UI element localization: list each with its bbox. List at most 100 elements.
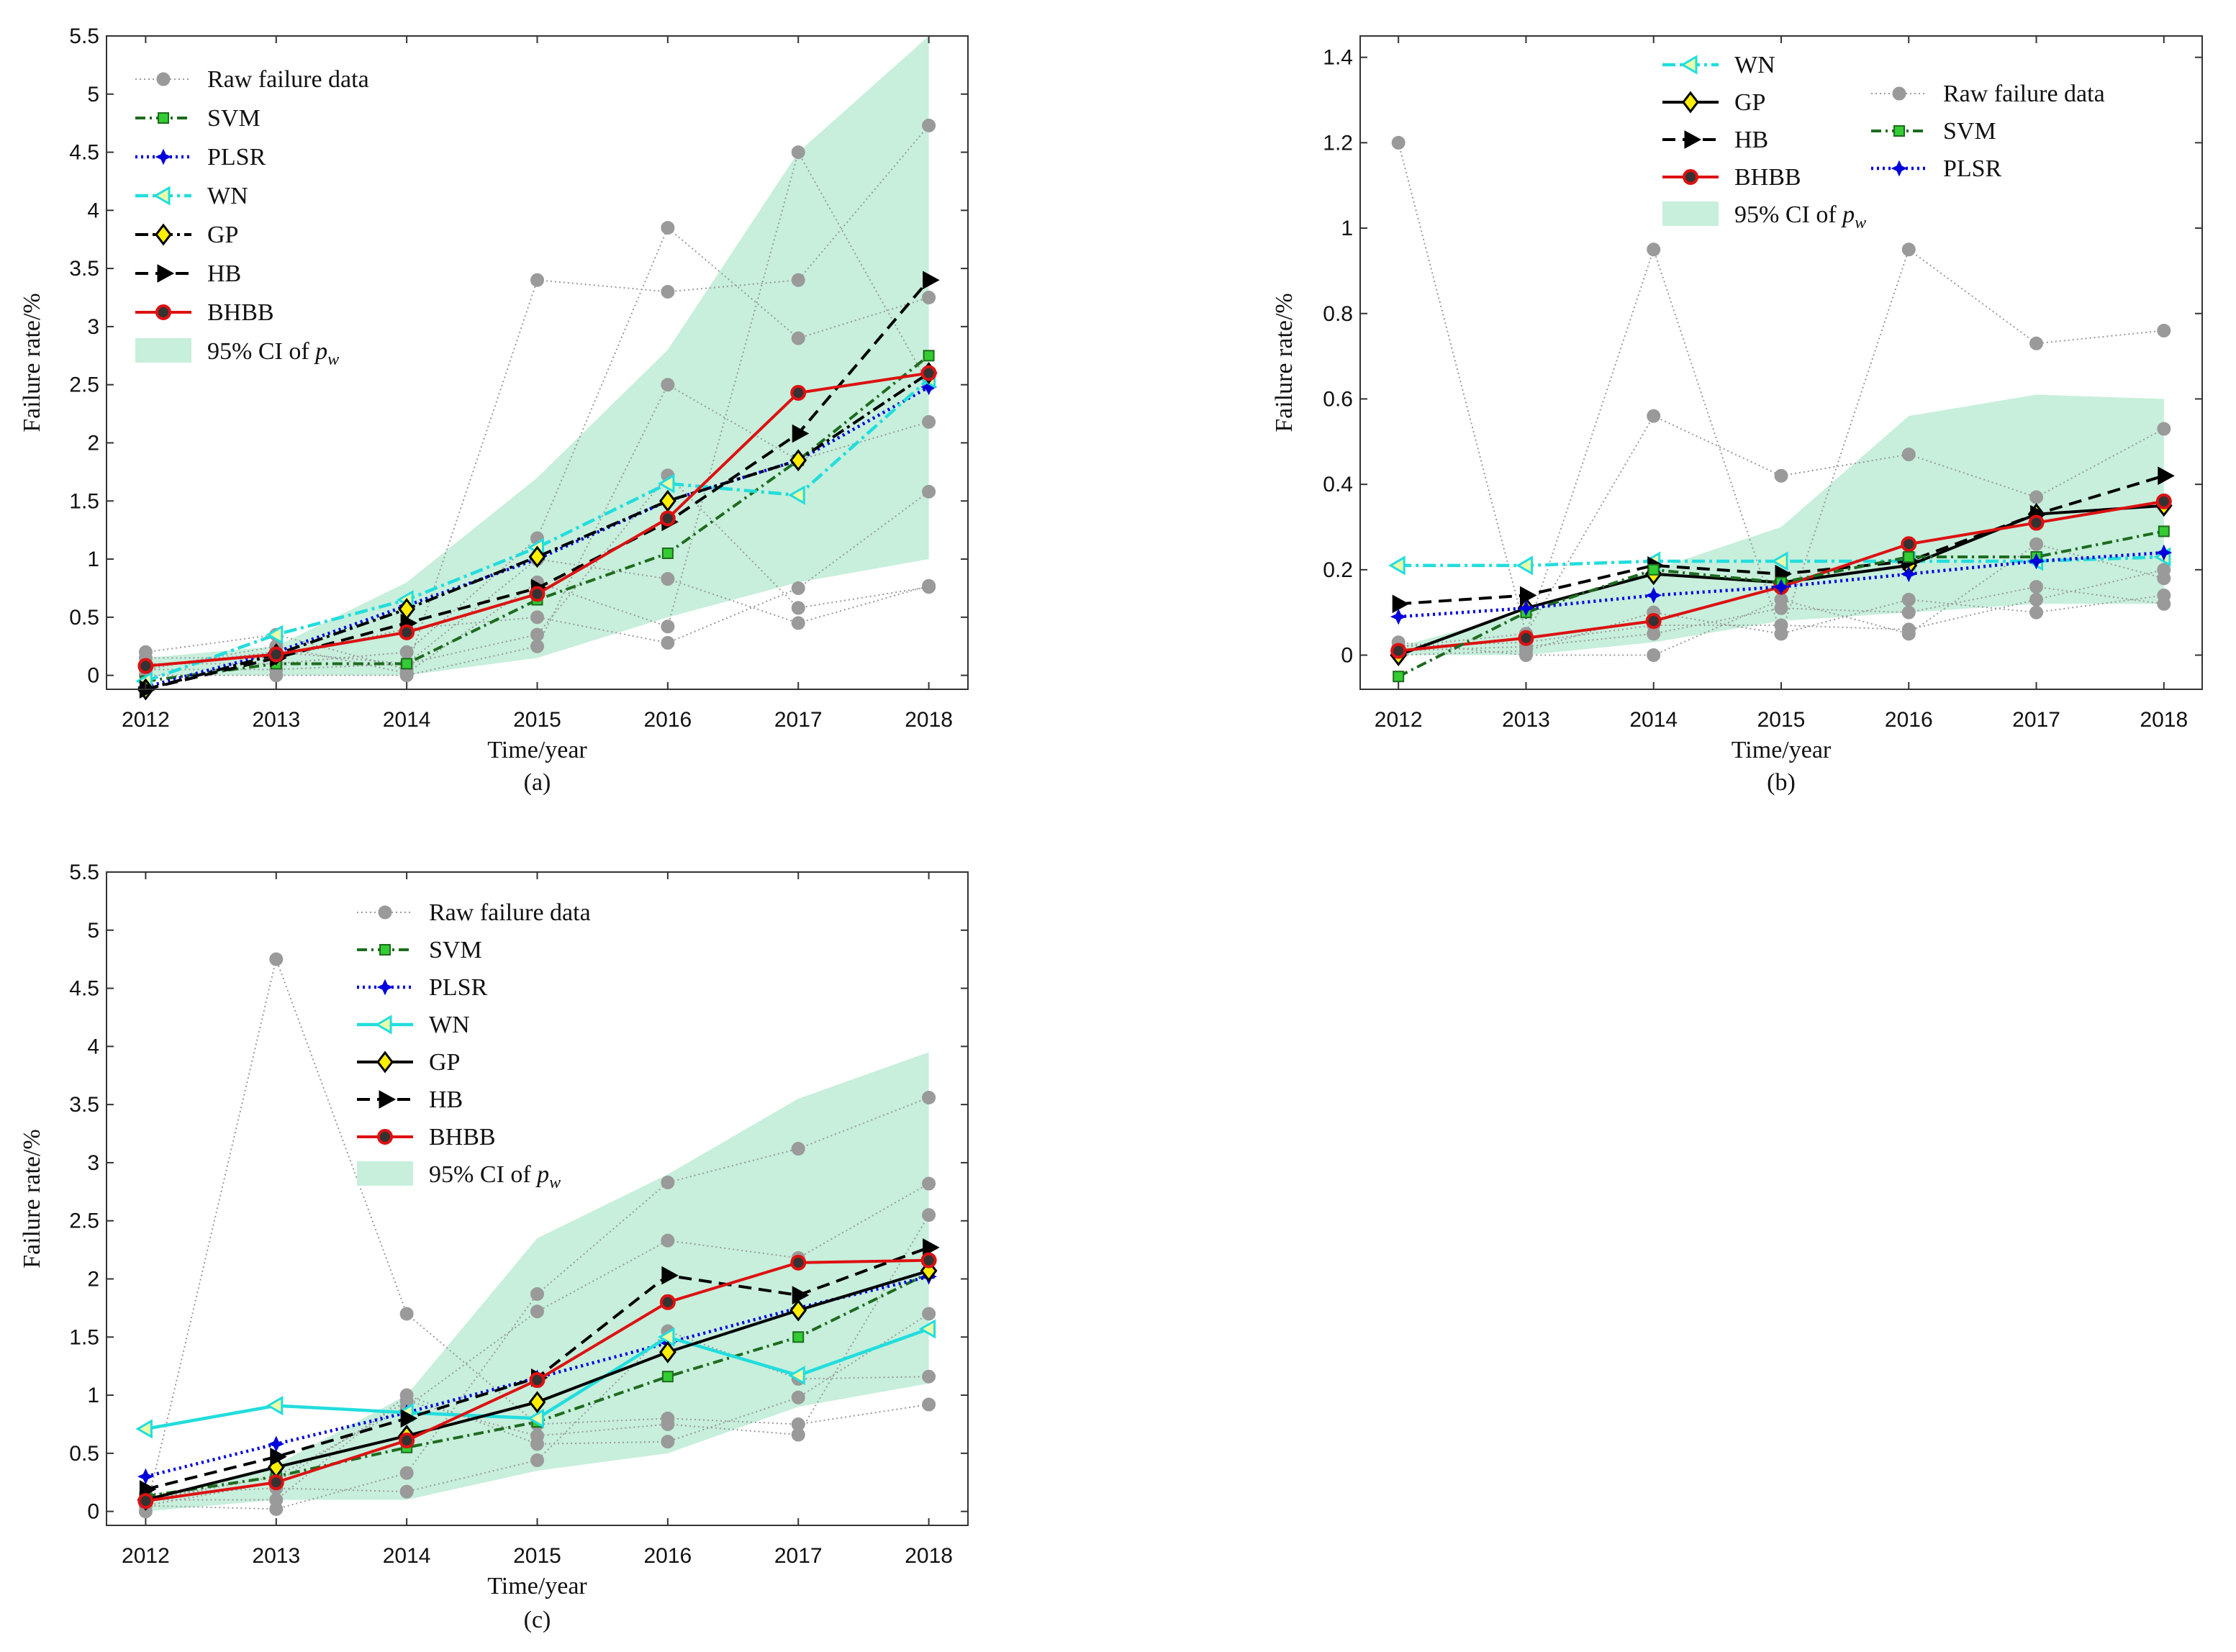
x-tick-label: 2015: [513, 708, 561, 732]
y-tick-label: 0.2: [1323, 558, 1353, 582]
raw-data-point: [1647, 648, 1661, 663]
legend-label: 95% CI of pw: [207, 338, 339, 369]
series-point-bhbb: [268, 646, 284, 663]
x-tick-label: 2015: [1757, 708, 1806, 732]
legend-marker-svm: [1893, 125, 1905, 137]
legend-item: PLSR: [1871, 155, 2002, 182]
panel-caption: (b): [1767, 769, 1796, 796]
raw-data-point: [2029, 592, 2044, 607]
series-point-svm: [401, 658, 413, 670]
series-point-bhbb: [2155, 493, 2172, 509]
legend-item: HB: [1662, 127, 1768, 153]
raw-data-point: [530, 273, 544, 287]
raw-data-point: [399, 1484, 414, 1499]
y-tick-label: 5: [87, 83, 99, 106]
legend-item: HB: [357, 1086, 463, 1113]
legend-label: SVM: [429, 937, 482, 963]
y-tick-label: 1: [87, 548, 99, 571]
raw-data-point: [661, 378, 675, 392]
series-point-hb: [1392, 594, 1410, 614]
raw-data-point: [661, 221, 675, 235]
raw-data-point: [1901, 622, 1916, 637]
series-point-plsr: [2155, 544, 2173, 561]
y-tick-label: 1: [87, 1384, 99, 1407]
raw-data-point: [2157, 323, 2171, 337]
legend-item: BHBB: [1662, 164, 1801, 191]
y-tick-label: 1: [1341, 217, 1353, 240]
raw-data-point: [661, 1417, 675, 1431]
legend-marker-gp: [376, 1050, 394, 1074]
legend-marker-bhbb: [155, 304, 171, 320]
x-axis-label: Time/year: [487, 1573, 587, 1599]
y-tick-label: 4.5: [69, 141, 99, 165]
raw-data-point: [791, 581, 805, 595]
series-point-plsr: [1773, 578, 1790, 596]
series-point-wn: [527, 1408, 544, 1428]
y-tick-label: 3: [87, 1151, 99, 1175]
raw-data-point: [269, 952, 284, 966]
raw-data-point: [922, 1369, 936, 1384]
series-point-svm: [661, 1371, 674, 1383]
legend-item: BHBB: [357, 1124, 496, 1150]
series-point-bhbb: [1901, 536, 1917, 553]
raw-data-point: [530, 1304, 544, 1319]
y-tick-label: 2: [87, 431, 99, 455]
y-axis-label: Failure rate/%: [19, 293, 45, 432]
legend-item: 95% CI of pw: [1662, 201, 1866, 232]
y-tick-label: 0.4: [1323, 473, 1353, 496]
legend-item: Raw failure data: [1871, 81, 2105, 107]
y-tick-label: 1.2: [1323, 131, 1353, 155]
panel-caption: (a): [524, 769, 551, 796]
raw-data-point: [399, 1307, 414, 1321]
raw-data-point: [922, 291, 936, 305]
raw-data-point: [791, 1390, 805, 1404]
raw-data-point: [1901, 242, 1916, 257]
legend-marker-raw: [378, 905, 392, 920]
raw-data-point: [1774, 601, 1788, 615]
raw-data-point: [2157, 563, 2171, 577]
legend-label: BHBB: [207, 299, 274, 326]
x-tick-label: 2014: [383, 708, 431, 732]
raw-data-point: [791, 331, 805, 345]
y-tick-label: 4.5: [69, 977, 99, 1001]
x-tick-label: 2016: [1885, 708, 1933, 732]
series-point-bhbb: [529, 1372, 546, 1389]
raw-data-point: [399, 1388, 414, 1402]
y-tick-label: 0.5: [69, 1442, 99, 1466]
y-tick-label: 0.6: [1323, 387, 1353, 411]
x-tick-label: 2012: [122, 1544, 170, 1568]
y-tick-label: 5.5: [69, 861, 99, 884]
y-tick-label: 2: [87, 1267, 99, 1291]
raw-data-point: [661, 1175, 675, 1189]
raw-data-point: [791, 1428, 805, 1442]
series-point-hb: [400, 1409, 418, 1428]
raw-data-point: [791, 145, 805, 160]
y-tick-label: 0: [1341, 644, 1353, 668]
series-point-wn: [135, 1419, 153, 1439]
legend-label: HB: [1734, 127, 1768, 153]
series-point-hb: [1519, 586, 1537, 605]
legend-label: PLSR: [1943, 155, 2002, 182]
series-point-bhbb: [659, 510, 676, 527]
series-point-svm: [2158, 525, 2170, 537]
y-tick-label: 4: [87, 199, 99, 222]
legend-swatch-ci: [135, 338, 191, 363]
raw-data-point: [791, 1142, 805, 1156]
raw-data-point: [530, 1437, 544, 1451]
legend-marker-svm: [379, 944, 391, 956]
legend-marker-plsr: [376, 979, 394, 996]
series-point-hb: [923, 1238, 940, 1257]
series-point-wn: [657, 473, 675, 494]
series-point-bhbb: [2028, 514, 2045, 531]
raw-data-point: [791, 601, 805, 615]
ci-band: [1398, 394, 2164, 655]
legend-label: HB: [429, 1086, 463, 1113]
legend-item: PLSR: [357, 974, 488, 1001]
chart-panel-3: 0 0.5 1 1.5 2 2.5 3 3.5 4 4.5 5 5.5 2012 2013 2014 2015…: [19, 861, 969, 1633]
series-point-hb: [661, 1266, 679, 1285]
series-point-bhbb: [1645, 613, 1662, 630]
y-tick-label: 1.5: [69, 489, 99, 513]
legend-item: PLSR: [135, 144, 266, 171]
x-tick-label: 2012: [122, 708, 170, 732]
